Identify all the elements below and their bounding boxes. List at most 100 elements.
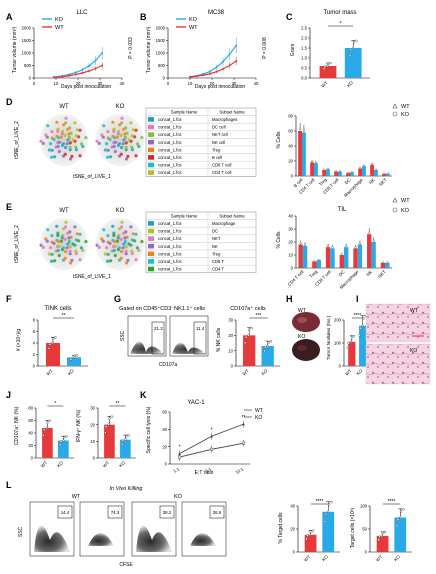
panel-e-bar-ko [330, 248, 335, 268]
panel-e-dot [386, 261, 389, 264]
panel-e-tsne-cluster-dot [126, 258, 130, 262]
panel-l-bar2-dot [381, 531, 384, 535]
panel-e-tsne-cluster-dot [50, 252, 54, 256]
panel-e-table-row-subset: Macrophage [212, 221, 236, 226]
panel-e-tsne-cluster-dot [60, 236, 64, 240]
panel-c-group-label: KO [346, 80, 354, 88]
panel-d-legend-wt: WT [401, 104, 410, 110]
panel-d-dot [347, 171, 350, 174]
panel-d-subset-table: Sample Name Subset Name concat_1.fcs Macrop… [145, 107, 257, 177]
panel-d-tsne-cluster-dot [70, 154, 74, 158]
panel-j-left-sig: * [54, 401, 56, 407]
panel-a-ylabel: Tumor volume (mm³) [12, 26, 18, 73]
panel-k-point-wt [178, 452, 181, 455]
panel-e-tsne-cluster-dot [124, 245, 128, 249]
panel-e-tsne-cluster-dot [55, 224, 59, 228]
panel-e-tsne-cluster-dot [62, 227, 66, 231]
panel-b-xtick-label: 10 [188, 81, 193, 86]
panel-f: TINK cells # (×10⁵)/g 0 2 4 6 8 WT KO ** [16, 306, 88, 377]
panel-e-tsne-cluster-dot [53, 259, 57, 263]
panel-d-table-row-sample: concat_1.fcs [158, 125, 182, 130]
panel-l-gate-value: 14.4 [61, 510, 70, 515]
panel-e-tsne-cluster-dot [112, 240, 117, 244]
panel-e-tsne-cluster-dot [119, 237, 123, 241]
panel-a-xtick-label: 30 [98, 81, 103, 86]
panel-e-table-row-swatch [148, 266, 154, 272]
panel-g-ytick-label: 20 [228, 333, 233, 338]
panel-e-tsne-cluster-dot [68, 249, 72, 254]
panel-d-tsne-cluster-dot [58, 140, 62, 144]
panel-f-title: TINK cells [44, 306, 71, 312]
panel-e-dot [358, 242, 361, 245]
panel-d-tsne-cluster-dot [59, 135, 64, 139]
panel-d-tsne-cluster-dot [130, 145, 134, 149]
panel-b-ytick-label: 1000 [156, 51, 166, 56]
panel-letter-i: I [356, 294, 359, 304]
panel-l-flow-density [34, 525, 70, 552]
panel-c: Tumor mass Gram 0.0 0.5 1.0 1.5 2.0 2.5 WT KO * [290, 10, 370, 89]
panel-letter-k: K [140, 390, 147, 400]
panel-d-table-row-swatch [148, 132, 154, 137]
panel-a-xtick-label: 10 [54, 81, 59, 86]
panel-d-tsne-cluster-dot [102, 124, 106, 128]
panel-d-bar-ko [326, 169, 330, 176]
panel-e-tsne-cluster-dot [106, 234, 110, 238]
panel-e-bar-wt [339, 255, 344, 268]
panel-e-table-head-sample: Sample Name [171, 213, 198, 218]
panel-e-ytick-label: 10 [288, 253, 293, 258]
panel-letter-a: A [6, 12, 13, 22]
panel-c-dot [352, 41, 356, 44]
panel-b-xtick-label: 40 [254, 81, 259, 86]
panel-e-tsne-cluster-dot [102, 228, 106, 232]
panel-g-dot [266, 344, 269, 348]
panel-d-dot [335, 170, 338, 173]
panel-e-tsne-cluster-dot [66, 231, 70, 235]
panel-e-dot [354, 246, 357, 249]
panel-d-tsne-cluster-dot [57, 149, 61, 154]
panel-d-tsne-cluster-dot [123, 135, 127, 140]
panel-d-bar-wt [298, 131, 302, 176]
panel-e-tsne-cluster-dot [64, 220, 68, 224]
panel-e-tsne-cluster-dot [134, 232, 138, 236]
panel-d-ytick-label: 20 [288, 159, 293, 164]
panel-d-tsne-cluster-dot [129, 121, 133, 125]
panel-g-gate-ko-value: 11.4 [196, 326, 205, 331]
panel-b-legend-wt: WT [189, 25, 198, 31]
panel-j-left-dot [58, 443, 62, 446]
panel-d-tsne-cluster-dot [62, 123, 66, 127]
panel-c-dot [326, 62, 330, 66]
panel-e-tsne-cluster-dot [81, 248, 85, 252]
panel-l-bar2-group-label: WT [375, 554, 384, 563]
panel-e-tsne-cluster-dot [129, 225, 133, 229]
panel-b-legend-ko: KO [189, 17, 198, 23]
panel-d-tsne-cluster-dot [50, 155, 54, 159]
panel-d-tsne-cluster-dot [56, 129, 60, 133]
panel-e-tsne-cluster-dot [106, 252, 110, 256]
panel-g-dot [247, 328, 251, 332]
panel-e-tsne-cluster-dot [61, 246, 65, 250]
panel-d-tsne-cluster-dot [118, 123, 122, 127]
panel-d-tsne-cluster-dot [66, 138, 70, 142]
panel-k-xlabel: E:T ratio [195, 470, 214, 476]
panel-a-ytick-label: 0 [29, 76, 32, 81]
panel-e-bar-ko [385, 262, 390, 268]
panel-a-ytick-label: 500 [24, 63, 32, 68]
panel-e-tsne-cluster-dot [64, 249, 68, 254]
panel-d-tsne-cluster-dot [135, 142, 140, 146]
panel-e-bar-ko [357, 244, 363, 268]
panel-d-dot [299, 127, 302, 130]
panel-l-bar1-dot [327, 510, 330, 513]
panel-g-ylabel: SSC [120, 330, 126, 341]
panel-f-dot [51, 341, 54, 345]
panel-l-bar2-ytick-label: 100 [360, 504, 368, 509]
panel-d-bar-wt [322, 170, 326, 176]
panel-e-tsne-cluster-dot [130, 252, 134, 256]
panel-b-point-wt [228, 64, 231, 67]
panel-d-dot [362, 164, 365, 167]
panel-f-group-label: KO [67, 368, 75, 376]
panel-e-tsne-cluster-dot [130, 238, 134, 242]
panel-letter-l: L [6, 480, 12, 490]
panel-j-left-dot [42, 434, 45, 437]
